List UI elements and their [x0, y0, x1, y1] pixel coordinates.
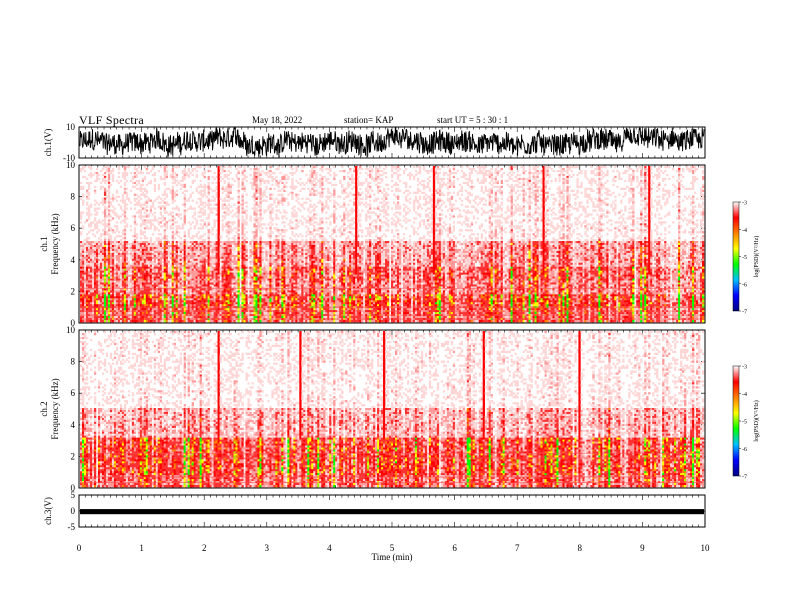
y-tick-label: 2	[71, 286, 76, 296]
x-tick-label: 3	[265, 543, 270, 553]
colorbar-tick-label: -3	[742, 365, 747, 371]
x-tick-label: 4	[327, 543, 332, 553]
y-tick-label: 6	[71, 388, 76, 398]
x-tick-label: 2	[202, 543, 207, 553]
y-tick-label: 0	[71, 506, 76, 516]
colorbar-tick-label: -5	[742, 255, 747, 261]
y-tick-label: 5	[71, 490, 76, 500]
y-tick-label: 2	[71, 451, 76, 461]
colorbar-tick-label: -7	[742, 475, 747, 481]
colorbar-tick-label: -3	[742, 201, 747, 207]
x-tick-label: 8	[578, 543, 583, 553]
y-axis-label: ch.3(V)	[43, 497, 53, 525]
ch2-spectrogram-cells	[80, 331, 704, 487]
y-tick-label: 4	[71, 420, 76, 430]
x-axis-label: Time (min)	[372, 552, 413, 562]
x-tick-label: 1	[139, 543, 144, 553]
colorbar-tick-label: -6	[742, 282, 747, 288]
y-tick-label: 4	[71, 255, 76, 265]
colorbar-label: log(PSD)(V²/Hz)	[753, 400, 760, 441]
y-tick-label: 10	[66, 160, 76, 170]
y-tick-label: 8	[71, 357, 76, 367]
y-axis-label-channel: ch.1	[39, 236, 49, 251]
colorbar-tick-label: -4	[742, 392, 747, 398]
colorbar-tick-label: -4	[742, 228, 747, 234]
y-tick-label: -5	[68, 522, 76, 532]
x-tick-label: 9	[640, 543, 645, 553]
colorbar-tick-label: -6	[742, 447, 747, 453]
y-tick-label: 6	[71, 223, 76, 233]
colorbar-tick-label: -7	[742, 310, 747, 316]
y-axis-label-frequency: Frequency (kHz)	[50, 378, 60, 439]
y-axis-label: ch.1(V)	[43, 129, 53, 157]
colorbar-gradient	[733, 366, 739, 476]
x-tick-label: 7	[515, 543, 520, 553]
y-tick-label: 10	[66, 122, 76, 132]
colorbar-1	[733, 202, 741, 311]
colorbar-2	[733, 366, 741, 476]
colorbar-tick-label: -5	[742, 420, 747, 426]
y-axis-label-channel: ch.2	[39, 401, 49, 416]
vlf-spectra-figure: 10-10ch.1(V)0246810ch.1 Frequency (kHz)02…	[0, 0, 792, 612]
ch1-spectrogram-cells	[80, 166, 704, 322]
ch1-waveform-line	[80, 128, 704, 157]
y-tick-label: 8	[71, 192, 76, 202]
y-axis-label-frequency: Frequency (kHz)	[50, 213, 60, 274]
ch3-waveform-band	[80, 509, 704, 514]
colorbar-label: log(PSD)(V²/Hz)	[753, 236, 760, 277]
colorbar-gradient	[733, 202, 739, 311]
x-tick-label: 10	[701, 543, 711, 553]
x-tick-label: 0	[77, 543, 82, 553]
y-tick-label: 10	[66, 325, 76, 335]
x-tick-label: 6	[452, 543, 457, 553]
